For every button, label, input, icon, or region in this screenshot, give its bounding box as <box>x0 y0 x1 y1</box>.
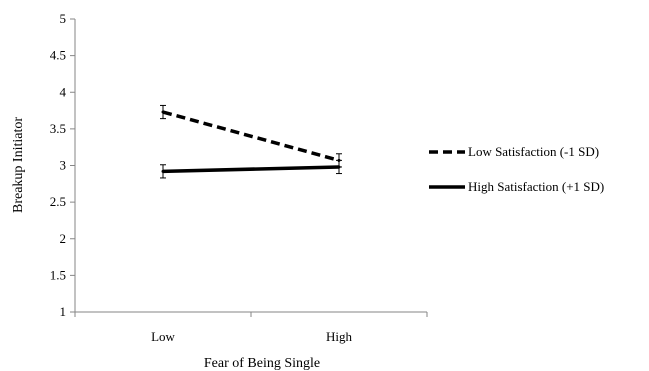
axes <box>74 19 427 313</box>
series-lines <box>160 104 342 179</box>
y-axis-ticks: 1 1.5 2 2.5 3 3.5 4 4.5 5 <box>50 11 75 319</box>
y-tick-label: 1 <box>60 304 67 319</box>
x-tick-label: High <box>326 329 353 344</box>
x-axis-title: Fear of Being Single <box>204 356 320 371</box>
y-tick-label: 4.5 <box>50 48 66 63</box>
y-tick-label: 4 <box>60 84 67 99</box>
series-line <box>162 110 340 163</box>
y-tick-label: 2 <box>60 231 67 246</box>
y-tick-label: 5 <box>60 11 67 26</box>
series-line <box>162 165 340 174</box>
y-tick-label: 2.5 <box>50 194 66 209</box>
data-point <box>161 110 165 114</box>
series-1 <box>160 104 342 168</box>
y-tick-label: 1.5 <box>50 267 66 282</box>
legend: Low Satisfaction (-1 SD) High Satisfactio… <box>429 144 604 194</box>
series-2 <box>160 159 342 179</box>
x-axis-ticks: Low High <box>74 312 428 344</box>
y-axis-title: Breakup Initiator <box>11 117 26 213</box>
data-point <box>161 169 165 173</box>
legend-label: High Satisfaction (+1 SD) <box>468 179 604 194</box>
y-tick-label: 3 <box>60 158 67 173</box>
x-tick-label: Low <box>151 329 175 344</box>
y-tick-label: 3.5 <box>50 121 66 136</box>
legend-label: Low Satisfaction (-1 SD) <box>468 144 599 159</box>
data-point <box>337 165 341 169</box>
